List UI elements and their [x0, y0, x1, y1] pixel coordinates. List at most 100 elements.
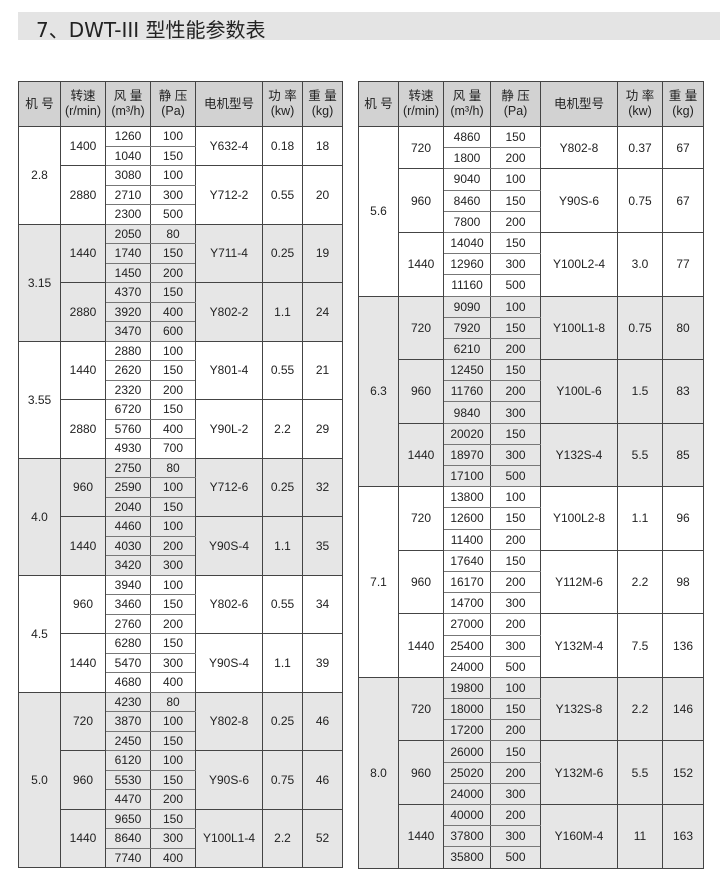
pressure-cell: 80 — [150, 223, 196, 244]
model-cell: 6.3 — [358, 295, 399, 487]
speed-cell: 960 — [398, 359, 444, 424]
motor-cell: Y802-8 — [195, 691, 263, 751]
power-cell: 0.55 — [262, 574, 303, 634]
speed-cell: 1440 — [60, 633, 106, 692]
model-cell: 5.6 — [358, 126, 399, 296]
weight-cell: 67 — [662, 125, 704, 169]
table-row: 4030 200 — [19, 535, 343, 556]
speed-cell: 1440 — [398, 231, 444, 296]
airflow-cell: 27000 — [443, 613, 491, 636]
pressure-cell: 150 — [150, 808, 196, 829]
airflow-cell: 3420 — [105, 555, 151, 576]
pressure-cell: 300 — [150, 828, 196, 849]
airflow-cell: 4860 — [443, 125, 491, 149]
motor-cell: Y90S-4 — [195, 516, 263, 575]
table-row: 2880 6720 150 Y90L-2 2.2 29 — [19, 399, 343, 458]
pressure-cell: 200 — [490, 337, 541, 361]
pressure-cell: 150 — [150, 730, 196, 751]
table-row: 2880 4370 150 Y802-2 1.1 24 — [19, 282, 343, 341]
header-weight: 重 量 (kg) — [662, 81, 704, 127]
pressure-cell: 100 — [490, 486, 541, 509]
table-row: 11760 200 — [359, 380, 704, 403]
pressure-cell: 300 — [150, 652, 196, 673]
table-row: 3460 150 — [19, 594, 343, 615]
table-row: 4.5 960 3940 100 Y802-6 0.55 34 — [18, 574, 343, 692]
table-row: 2590 100 — [19, 477, 343, 498]
airflow-cell: 4680 — [105, 672, 151, 693]
table-row: 6.3 720 9090 100 Y100L1-8 0.75 80 — [358, 295, 704, 487]
speed-cell: 2880 — [60, 399, 106, 458]
pressure-cell: 100 — [150, 126, 196, 147]
header-model: 机 号 — [358, 81, 399, 127]
weight-cell: 98 — [662, 549, 704, 614]
speed-cell: 720 — [398, 295, 444, 360]
model-cell: 3.55 — [18, 340, 61, 458]
airflow-cell: 26000 — [443, 740, 491, 763]
pressure-cell: 150 — [490, 189, 541, 212]
speed-cell: 1440 — [60, 516, 106, 575]
model-cell: 4.5 — [18, 574, 61, 692]
power-cell: 0.25 — [262, 457, 303, 517]
power-cell: 5.5 — [617, 422, 663, 487]
table-row: 3420 300 — [19, 555, 343, 576]
table-row: 4680 400 — [19, 672, 343, 693]
airflow-cell: 20020 — [443, 422, 491, 445]
motor-cell: Y801-4 — [195, 340, 263, 400]
pressure-cell: 400 — [150, 301, 196, 322]
title-bar: 7、DWT-III 型性能参数表 — [18, 12, 720, 42]
airflow-cell: 25400 — [443, 634, 491, 657]
airflow-cell: 2320 — [105, 379, 151, 400]
airflow-cell: 4460 — [105, 516, 151, 537]
header-weight: 重 量 (kg) — [302, 81, 343, 127]
motor-cell: Y90S-6 — [195, 750, 263, 809]
performance-table-left: 机 号转速 (r/min) 风 量 (m³/h) 静 压 (Pa) 电机型号功 率 (kw) 重… — [18, 81, 343, 868]
airflow-cell: 9090 — [443, 295, 491, 318]
airflow-cell: 11400 — [443, 528, 491, 551]
airflow-cell: 6120 — [105, 750, 151, 771]
header-power: 功 率 (kw) — [262, 81, 303, 127]
weight-cell: 18 — [302, 126, 343, 166]
airflow-cell: 4030 — [105, 535, 151, 556]
pressure-cell: 150 — [150, 496, 196, 517]
pressure-cell: 80 — [150, 691, 196, 712]
motor-cell: Y132S-4 — [540, 422, 618, 487]
motor-cell: Y100L1-4 — [195, 808, 263, 868]
pressure-cell: 80 — [150, 457, 196, 478]
airflow-cell: 5530 — [105, 769, 151, 790]
airflow-cell: 14040 — [443, 231, 491, 255]
table-row: 3.55 1440 2880 100 Y801-4 0.55 21 — [18, 340, 343, 458]
motor-cell: Y90L-2 — [195, 399, 263, 458]
speed-cell: 1440 — [60, 340, 106, 400]
weight-cell: 96 — [662, 486, 704, 551]
airflow-cell: 37800 — [443, 825, 491, 848]
speed-cell: 1440 — [60, 223, 106, 283]
pressure-cell: 200 — [490, 761, 541, 784]
weight-cell: 32 — [302, 457, 343, 517]
model-cell: 2.8 — [18, 126, 61, 224]
table-row: 18000 150 — [359, 698, 704, 721]
motor-cell: Y802-8 — [540, 125, 618, 169]
table-row: 5.6 720 4860 150 Y802-8 0.37 67 — [358, 125, 704, 296]
airflow-cell: 3080 — [105, 165, 151, 186]
pressure-cell: 150 — [150, 633, 196, 654]
motor-cell: Y132M-4 — [540, 613, 618, 678]
pressure-cell: 150 — [490, 507, 541, 530]
power-cell: 1.5 — [617, 359, 663, 424]
table-row: 3.15 1440 2050 80 Y711-4 0.25 19 — [18, 223, 343, 341]
pressure-cell: 150 — [490, 740, 541, 763]
pressure-cell: 100 — [490, 168, 541, 191]
table-row: 1440 20020 150 Y132S-4 5.5 85 — [359, 422, 704, 487]
motor-cell: Y90S-6 — [540, 168, 618, 233]
table-row: 1440 27000 200 Y132M-4 7.5 136 — [359, 613, 704, 678]
airflow-cell: 17640 — [443, 549, 491, 572]
motor-cell: Y100L-6 — [540, 359, 618, 424]
airflow-cell: 4370 — [105, 282, 151, 303]
weight-cell: 52 — [302, 808, 343, 868]
power-cell: 0.55 — [262, 165, 303, 224]
weight-cell: 163 — [662, 804, 704, 869]
airflow-cell: 8640 — [105, 828, 151, 849]
airflow-cell: 1040 — [105, 145, 151, 166]
airflow-cell: 1800 — [443, 147, 491, 170]
motor-cell: Y802-2 — [195, 282, 263, 341]
table-row: 1440 4460 100 Y90S-4 1.1 35 — [19, 516, 343, 575]
